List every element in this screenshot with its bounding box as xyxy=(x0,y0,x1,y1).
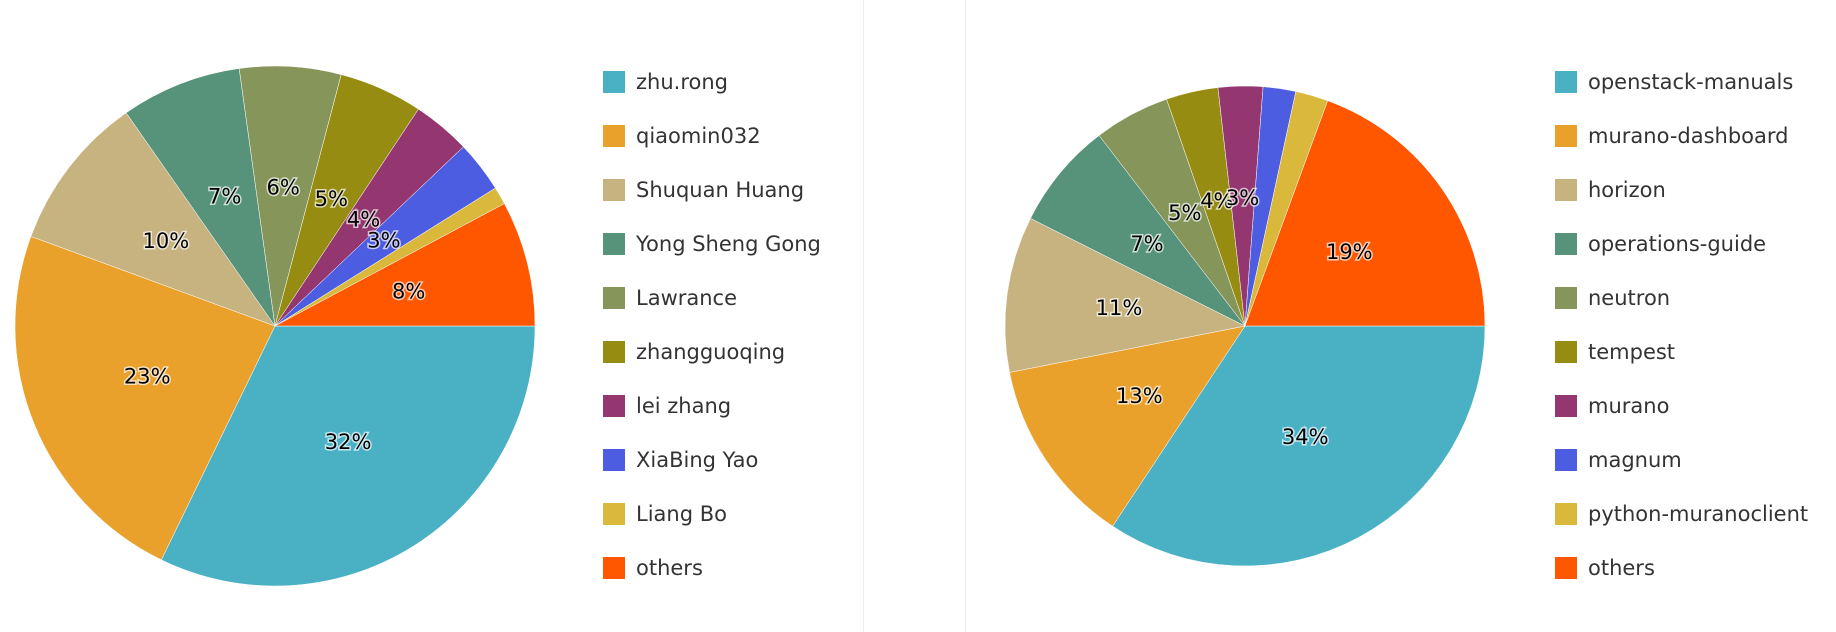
slice-label: 3% xyxy=(1226,186,1259,210)
slice-label: 3% xyxy=(367,229,400,253)
slice-label: 13% xyxy=(1116,384,1163,408)
slice-label: 19% xyxy=(1326,240,1373,264)
legend-swatch[interactable] xyxy=(1555,395,1577,417)
slice-label: 32% xyxy=(325,430,372,454)
panel-divider xyxy=(965,0,966,632)
legend-item-label[interactable]: openstack-manuals xyxy=(1588,70,1793,94)
slice-label: 7% xyxy=(1130,232,1163,256)
legend-swatch[interactable] xyxy=(1555,71,1577,93)
slice-label: 10% xyxy=(143,229,190,253)
slice-label: 23% xyxy=(124,365,171,389)
legend-swatch[interactable] xyxy=(603,125,625,147)
pie-slice-yong-sheng-gong[interactable] xyxy=(125,68,276,327)
legend-item-label[interactable]: others xyxy=(1588,556,1655,580)
legend-swatch[interactable] xyxy=(603,449,625,471)
legend-swatch[interactable] xyxy=(603,341,625,363)
legend-swatch[interactable] xyxy=(1555,341,1577,363)
legend-item-label[interactable]: others xyxy=(636,556,703,580)
legend-item-label[interactable]: Shuquan Huang xyxy=(636,178,804,202)
legend-item-label[interactable]: neutron xyxy=(1588,286,1670,310)
slice-label: 6% xyxy=(267,175,300,199)
pie-slice-zhu-rong[interactable] xyxy=(161,325,536,587)
legend-item-label[interactable]: XiaBing Yao xyxy=(636,448,758,472)
legend-swatch[interactable] xyxy=(603,287,625,309)
legend-item-label[interactable]: Lawrance xyxy=(636,286,737,310)
panel-divider xyxy=(863,0,864,632)
legend-swatch[interactable] xyxy=(1555,287,1577,309)
legend-swatch[interactable] xyxy=(603,71,625,93)
pie-slice-others[interactable] xyxy=(1244,100,1486,327)
legend-swatch[interactable] xyxy=(1555,179,1577,201)
legend-swatch[interactable] xyxy=(1555,233,1577,255)
legend-item-label[interactable]: horizon xyxy=(1588,178,1666,202)
legend-swatch[interactable] xyxy=(603,233,625,255)
slice-label: 8% xyxy=(392,280,425,304)
legend-item-label[interactable]: qiaomin032 xyxy=(636,124,761,148)
slice-label: 5% xyxy=(315,187,348,211)
legend-item-label[interactable]: tempest xyxy=(1588,340,1675,364)
pie-slice-murano-dashboard[interactable] xyxy=(1009,325,1246,527)
slice-label: 4% xyxy=(347,207,380,231)
legend-item-label[interactable]: magnum xyxy=(1588,448,1682,472)
legend-item-label[interactable]: operations-guide xyxy=(1588,232,1766,256)
pie-slice-shuquan-huang[interactable] xyxy=(30,112,276,327)
legend-swatch[interactable] xyxy=(1555,125,1577,147)
legend-swatch[interactable] xyxy=(603,557,625,579)
legend-swatch[interactable] xyxy=(603,395,625,417)
legend-item-label[interactable]: zhangguoqing xyxy=(636,340,785,364)
slice-label: 5% xyxy=(1168,201,1201,225)
legend-swatch[interactable] xyxy=(603,503,625,525)
pie-slice-openstack-manuals[interactable] xyxy=(1112,325,1486,567)
pie-slice-qiaomin032[interactable] xyxy=(14,236,276,561)
slice-label: 34% xyxy=(1282,425,1329,449)
legend-item-label[interactable]: python-muranoclient xyxy=(1588,502,1808,526)
legend-item-label[interactable]: lei zhang xyxy=(636,394,731,418)
pie-slice-horizon[interactable] xyxy=(1004,218,1246,373)
legend-swatch[interactable] xyxy=(1555,503,1577,525)
legend-item-label[interactable]: Yong Sheng Gong xyxy=(635,232,821,256)
legend-item-label[interactable]: zhu.rong xyxy=(636,70,728,94)
slice-label: 7% xyxy=(208,185,241,209)
legend-swatch[interactable] xyxy=(1555,557,1577,579)
legend-item-label[interactable]: Liang Bo xyxy=(636,502,727,526)
pie-slice-others[interactable] xyxy=(274,203,536,327)
slice-label: 11% xyxy=(1096,296,1143,320)
legend-item-label[interactable]: murano-dashboard xyxy=(1588,124,1788,148)
slice-label: 4% xyxy=(1200,189,1233,213)
pie-slice-operations-guide[interactable] xyxy=(1030,135,1246,327)
legend-item-label[interactable]: murano xyxy=(1588,394,1669,418)
legend-swatch[interactable] xyxy=(603,179,625,201)
legend-swatch[interactable] xyxy=(1555,449,1577,471)
